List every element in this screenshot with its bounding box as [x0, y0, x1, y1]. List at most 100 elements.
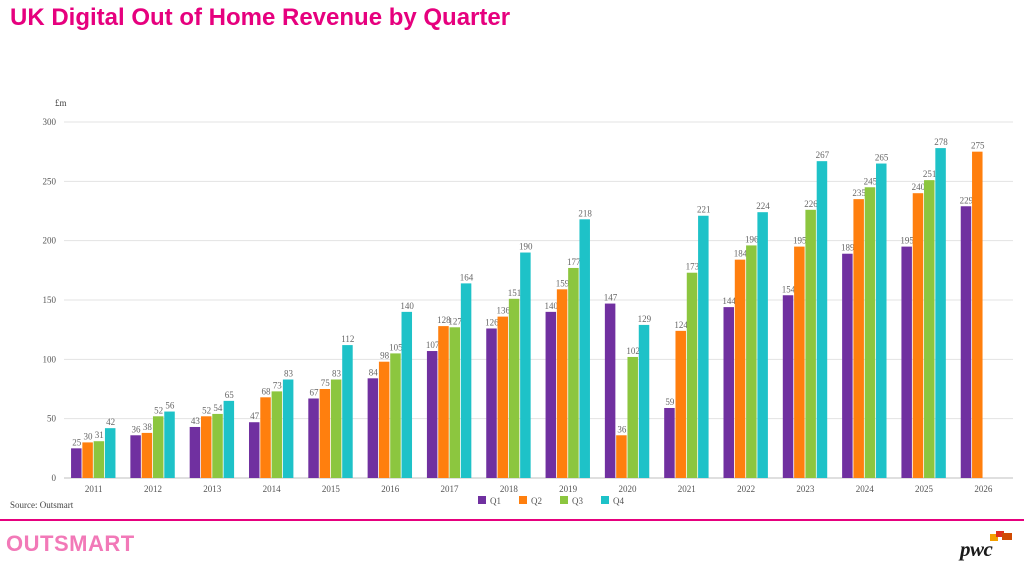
bar-q2 [438, 326, 449, 478]
bar-q1 [901, 246, 912, 478]
y-tick-label: 300 [43, 117, 57, 127]
bar-q1 [71, 448, 82, 478]
data-label: 226 [804, 199, 818, 209]
data-label: 25 [72, 437, 82, 447]
data-label: 102 [626, 346, 640, 356]
bar-q2 [616, 435, 627, 478]
bar-q3 [805, 209, 816, 478]
x-tick-label: 2014 [263, 484, 282, 494]
legend-label: Q4 [613, 496, 624, 506]
x-tick-label: 2021 [678, 484, 696, 494]
bar-q4 [223, 400, 235, 478]
data-label: 195 [793, 236, 807, 246]
x-tick-label: 2016 [381, 484, 400, 494]
bar-q2 [378, 361, 390, 478]
legend-label: Q2 [531, 496, 542, 506]
bar-q3 [746, 245, 757, 478]
data-label: 36 [132, 424, 142, 434]
data-label: 112 [341, 334, 354, 344]
bar-q4 [935, 148, 946, 478]
data-label: 42 [106, 417, 115, 427]
bar-q4 [816, 161, 828, 478]
data-label: 140 [544, 301, 558, 311]
data-label: 52 [202, 405, 211, 415]
bar-q1 [367, 378, 379, 478]
bar-q1 [248, 422, 260, 478]
data-label: 224 [756, 201, 770, 211]
data-label: 159 [556, 278, 570, 288]
bar-q1 [308, 398, 319, 478]
x-tick-label: 2015 [322, 484, 341, 494]
legend-swatch-q1 [478, 496, 486, 504]
bar-q4 [104, 428, 116, 478]
bar-q2 [82, 442, 93, 478]
bar-q3 [212, 413, 223, 478]
data-label: 147 [604, 293, 618, 303]
bar-q4 [520, 252, 531, 478]
data-label: 190 [519, 242, 533, 252]
data-label: 184 [734, 249, 748, 259]
bar-q1 [604, 303, 616, 478]
data-label: 240 [912, 182, 926, 192]
legend-label: Q3 [572, 496, 583, 506]
x-tick-label: 2022 [737, 484, 755, 494]
data-label: 128 [437, 315, 451, 325]
pwc-logo-text: pwc [960, 537, 993, 561]
data-label: 83 [284, 369, 294, 379]
legend-swatch-q3 [560, 496, 568, 504]
data-label: 140 [400, 301, 414, 311]
bar-q1 [130, 435, 141, 478]
bar-q4 [876, 163, 887, 479]
bar-q3 [152, 416, 164, 478]
data-label: 229 [960, 195, 974, 205]
bar-q4 [579, 219, 590, 478]
bar-q4 [282, 379, 294, 478]
data-label: 124 [674, 320, 688, 330]
data-label: 177 [567, 257, 581, 267]
legend-swatch-q2 [519, 496, 527, 504]
data-label: 47 [250, 411, 260, 421]
data-label: 218 [578, 208, 592, 218]
bar-q3 [864, 187, 876, 478]
bar-q2 [794, 246, 805, 478]
data-label: 73 [273, 380, 283, 390]
data-label: 107 [426, 340, 440, 350]
data-label: 251 [923, 169, 937, 179]
bar-q2 [141, 432, 153, 478]
y-tick-label: 250 [43, 176, 57, 186]
bar-q2 [912, 193, 924, 478]
outsmart-logo: OUTSMART [6, 531, 135, 556]
bar-q2 [260, 397, 271, 478]
x-tick-label: 2019 [559, 484, 578, 494]
pwc-logo-mark-icon [990, 531, 1012, 541]
data-label: 126 [485, 317, 499, 327]
data-label: 54 [213, 403, 223, 413]
bar-q1 [782, 295, 794, 478]
bar-q2 [734, 259, 746, 478]
data-label: 195 [900, 236, 914, 246]
bar-q4 [638, 324, 650, 478]
data-label: 59 [665, 397, 675, 407]
data-label: 151 [508, 288, 522, 298]
data-label: 38 [143, 422, 153, 432]
chart-title: UK Digital Out of Home Revenue by Quarte… [10, 4, 511, 31]
source-note: Source: Outsmart [10, 500, 74, 510]
bar-q4 [460, 283, 472, 478]
bar-q3 [93, 441, 105, 478]
data-label: 65 [225, 390, 235, 400]
x-tick-label: 2013 [203, 484, 222, 494]
bar-q2 [556, 289, 568, 478]
bar-q3 [330, 379, 342, 478]
pwc-logo: pwc [960, 531, 1020, 561]
data-label: 30 [84, 431, 94, 441]
data-label: 136 [496, 306, 510, 316]
data-label: 127 [448, 316, 462, 326]
bar-q4 [757, 212, 768, 479]
x-tick-label: 2024 [856, 484, 875, 494]
data-label: 84 [369, 367, 379, 377]
x-tick-label: 2023 [796, 484, 815, 494]
data-label: 36 [617, 424, 627, 434]
data-label: 221 [697, 205, 711, 215]
x-tick-label: 2012 [144, 484, 162, 494]
data-label: 52 [154, 405, 163, 415]
